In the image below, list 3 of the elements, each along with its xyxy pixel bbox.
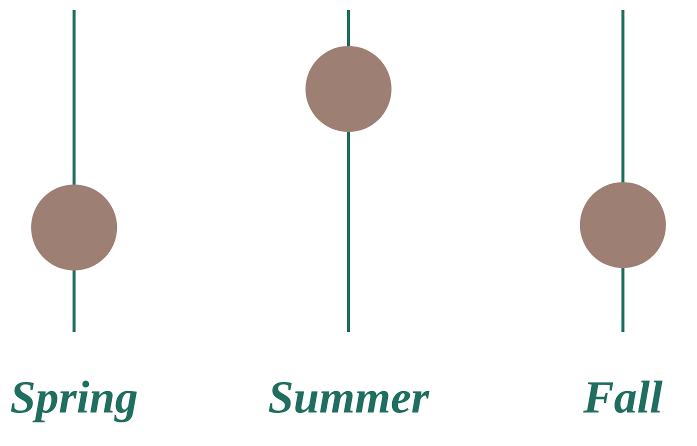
x-tick-label: Spring [10, 372, 138, 423]
x-tick-label: Fall [582, 372, 663, 423]
x-tick-label: Summer [268, 372, 430, 423]
